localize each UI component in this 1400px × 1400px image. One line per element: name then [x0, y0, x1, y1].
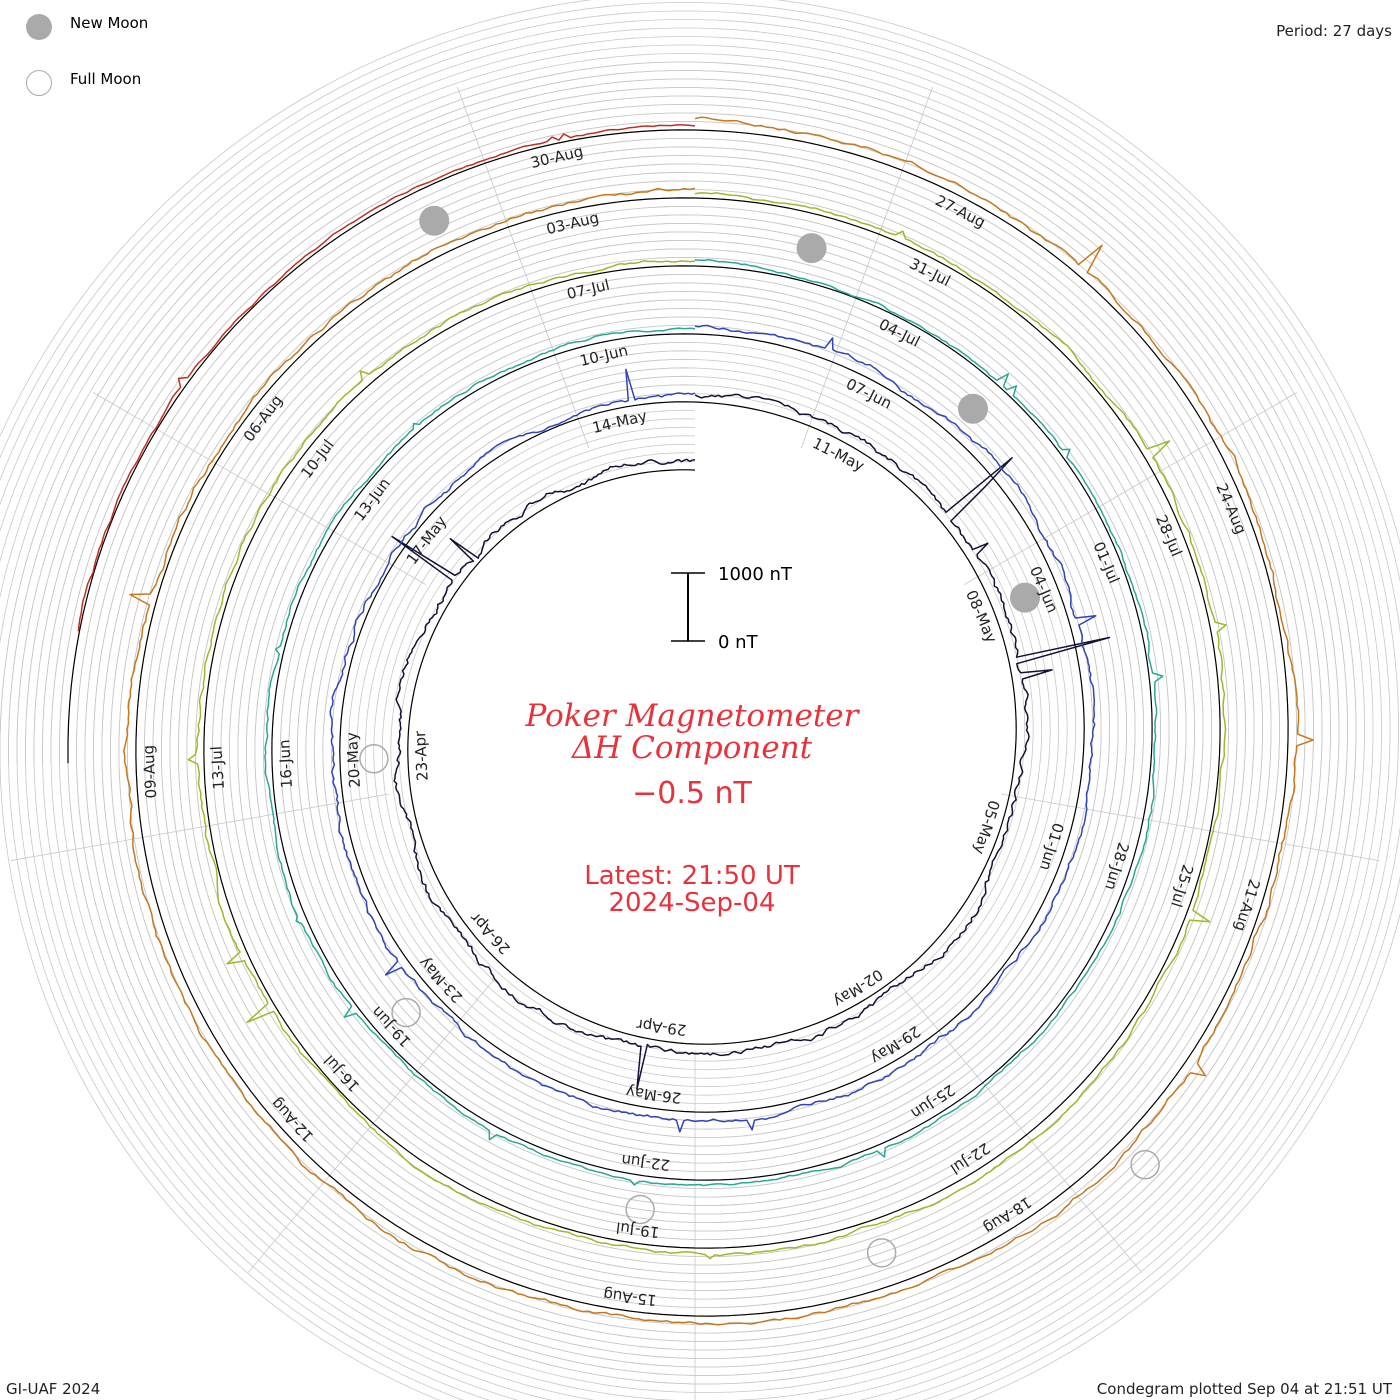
- grid-spiral: [0, 27, 1391, 1400]
- new-moon-marker: [419, 205, 450, 236]
- date-label: 16-Jul: [320, 1051, 363, 1095]
- new-moon-icon: [26, 14, 52, 40]
- full-moon-marker: [359, 743, 389, 774]
- date-label: 03-Aug: [544, 208, 600, 238]
- full-moon-icon: [26, 70, 52, 96]
- full-moon-marker: [391, 997, 421, 1028]
- radial-guide-line: [92, 392, 427, 585]
- date-label: 20-May: [343, 732, 364, 789]
- baseline-spiral: [67, 129, 1289, 1317]
- date-label: 22-Jun: [620, 1151, 671, 1175]
- series-line-rev-4: [187, 192, 1227, 1260]
- scale-bar: 1000 nT 0 nT: [671, 564, 793, 653]
- radial-guide-line: [456, 86, 590, 449]
- period-label: Period: 27 days: [1276, 22, 1392, 40]
- grid-spiral: [0, 44, 1374, 1400]
- data-series: [77, 116, 1314, 1326]
- current-value: −0.5 nT: [632, 776, 752, 811]
- date-label: 14-May: [591, 407, 649, 437]
- radial-guide-line: [800, 86, 934, 449]
- grid-spiral: [0, 36, 1382, 1400]
- date-label: 16-Jun: [275, 739, 296, 789]
- plotted-label: Condegram plotted Sep 04 at 21:51 UT: [1096, 1380, 1392, 1398]
- series-line-rev-2: [329, 324, 1097, 1133]
- radial-guide-line: [1001, 793, 1380, 862]
- chart-title: Poker Magnetometer: [525, 698, 861, 734]
- series-line-rev-5: [123, 116, 1314, 1326]
- date-label: 26-May: [625, 1083, 682, 1107]
- date-label: 21-Aug: [1231, 877, 1264, 933]
- date-label: 19-Jul: [615, 1218, 660, 1241]
- legend-new-moon-label: New Moon: [70, 14, 149, 32]
- grid-spiral: [0, 19, 1399, 1400]
- chart-subtitle: ΔH Component: [571, 730, 813, 766]
- date-label: 08-May: [962, 587, 1001, 645]
- new-moon-marker: [1010, 582, 1041, 613]
- radial-guide-line: [10, 793, 389, 862]
- scale-bottom-label: 0 nT: [718, 632, 759, 653]
- date-label: 15-Aug: [602, 1285, 657, 1309]
- date-label: 25-Jul: [1167, 862, 1197, 909]
- series-line-rev-1: [391, 393, 1111, 1090]
- date-label: 05-May: [970, 798, 1003, 856]
- full-moon-marker: [866, 1238, 897, 1268]
- series-line-rev-6: [77, 124, 696, 632]
- full-moon-marker: [625, 1194, 655, 1225]
- radial-guide-line: [247, 977, 496, 1273]
- new-moon-marker: [796, 233, 827, 264]
- legend-full-moon-label: Full Moon: [70, 70, 142, 88]
- date-label: 29-Apr: [635, 1015, 688, 1039]
- baseline-spirals: [67, 129, 1289, 1317]
- radial-guide-line: [894, 977, 1143, 1273]
- date-label: 22-Jul: [947, 1139, 993, 1178]
- date-label: 04-Jul: [876, 315, 923, 351]
- date-label: 01-Jun: [1036, 821, 1067, 873]
- date-label: 23-Apr: [411, 730, 432, 782]
- date-label: 30-Aug: [529, 142, 585, 172]
- credit-label: GI-UAF 2024: [6, 1380, 101, 1398]
- radial-guide-line: [963, 392, 1298, 585]
- moon-markers: [359, 205, 1160, 1268]
- latest-time: Latest: 21:50 UT: [584, 861, 800, 891]
- series-line-rev-3: [264, 258, 1164, 1187]
- new-moon-marker: [957, 393, 988, 424]
- scale-top-label: 1000 nT: [718, 564, 793, 585]
- grid-spiral: [0, 10, 1400, 1400]
- date-label: 11-May: [810, 434, 868, 475]
- radial-guides: [10, 86, 1380, 1400]
- full-moon-marker: [1130, 1149, 1160, 1180]
- date-label: 13-Jul: [207, 746, 227, 790]
- date-label: 09-Aug: [139, 745, 160, 799]
- date-label: 28-Jun: [1101, 840, 1132, 892]
- latest-date: 2024-Sep-04: [608, 888, 775, 918]
